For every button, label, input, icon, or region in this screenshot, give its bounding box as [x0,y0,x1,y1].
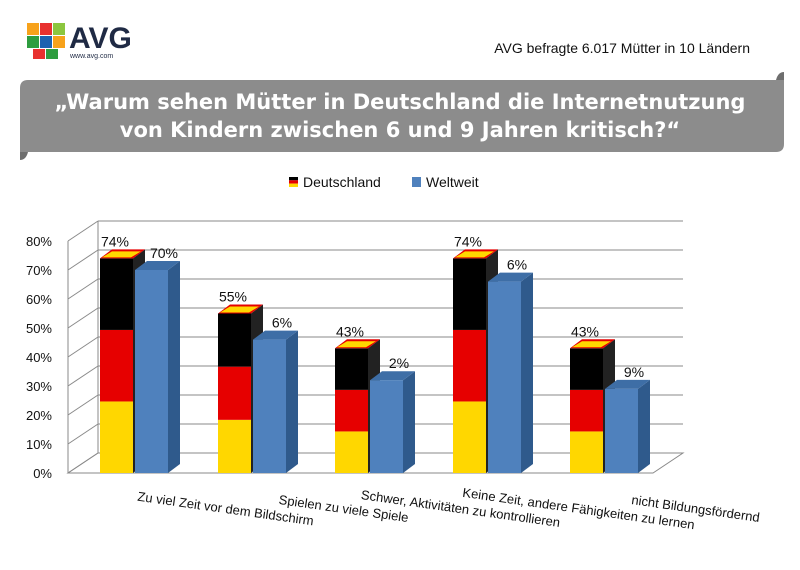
de-bar-black [453,258,486,330]
de-bar-top-stripe [572,341,611,348]
legend-swatch-deutschland-red [289,180,298,184]
legend-swatch-deutschland-black [289,177,298,181]
y-tick-label: 60% [26,292,52,307]
legend-label-weltweit: Weltweit [426,174,479,190]
world-bar-side [521,272,533,473]
data-label-weltweit: 6% [272,315,292,331]
de-bar-top-stripe [455,251,494,258]
data-label-weltweit: 2% [389,355,409,371]
y-tick-label: 30% [26,379,52,394]
world-bar [488,281,521,473]
legend-label-deutschland: Deutschland [303,174,381,190]
de-bar-gold [453,401,486,473]
world-bar-side [403,371,415,473]
grid-diagonal [67,278,99,300]
world-bar-top [135,261,180,270]
data-label-deutschland: 43% [336,323,364,339]
de-bar-gold [218,419,251,473]
data-label-deutschland: 43% [571,323,599,339]
title-banner [20,72,784,160]
world-bar [370,380,403,473]
grid-diagonal [67,423,99,445]
world-bar-top [253,330,298,340]
chart-title: „Warum sehen Mütter in Deutschland die I… [54,90,746,142]
y-tick-label: 20% [26,408,52,423]
grid-diagonal [67,336,99,358]
de-bar-red [453,329,486,402]
grid-diagonal [67,220,99,242]
avg-logo [27,23,65,59]
de-bar-top-stripe [337,341,376,348]
de-bar-black [335,348,368,390]
de-bar-top-stripe [102,251,141,258]
data-label-deutschland: 74% [454,233,482,249]
world-bar [135,270,168,473]
grid-diagonal [67,394,99,416]
de-bar-red [218,366,251,420]
world-bar-top [370,371,415,381]
data-label-weltweit: 6% [507,257,527,273]
world-bar-side [168,261,180,473]
legend-swatch-deutschland-gold [289,183,298,187]
world-bar-top [605,379,650,389]
data-label-weltweit: 70% [150,245,178,261]
grid-diagonal [67,365,99,387]
legend-swatch-weltweit [412,177,421,187]
data-label-weltweit: 9% [624,364,644,380]
data-label-deutschland: 74% [101,233,129,249]
de-bar-gold [335,431,368,473]
y-tick-label: 80% [26,234,52,249]
y-tick-label: 10% [26,437,52,452]
de-bar-top-stripe [220,306,259,313]
world-bar [253,339,286,473]
de-bar-red [100,329,133,402]
de-bar-gold [570,431,603,473]
logo-url: www.avg.com [70,53,114,60]
de-bar-black [100,258,133,330]
world-bar-side [638,379,650,473]
y-tick-label: 40% [26,350,52,365]
data-label-deutschland: 55% [219,289,247,305]
de-bar-gold [100,401,133,473]
world-bar-side [286,330,298,473]
world-bar-top [488,272,533,282]
logo-text: AVG [69,22,132,55]
y-tick-label: 50% [26,321,52,336]
y-tick-label: 0% [33,466,52,481]
world-bar [605,388,638,473]
y-tick-label: 70% [26,263,52,278]
de-bar-black [570,348,603,390]
survey-subtitle: AVG befragte 6.017 Mütter in 10 Ländern [494,40,750,56]
grid-diagonal [67,307,99,329]
grid-diagonal [67,249,99,271]
de-bar-red [335,389,368,432]
de-bar-red [570,389,603,432]
de-bar-black [218,313,251,367]
